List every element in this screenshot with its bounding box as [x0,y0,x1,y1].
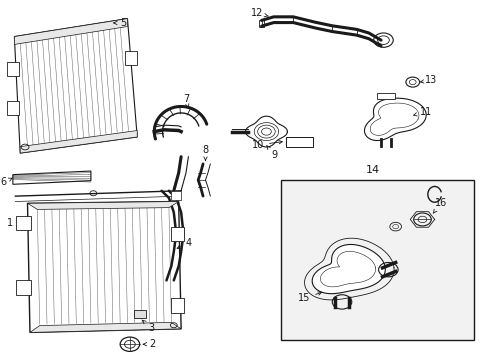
Bar [376,93,394,99]
Polygon shape [311,244,385,294]
Polygon shape [14,19,127,44]
Bar [125,51,137,65]
Bar [134,310,145,318]
Text: 13: 13 [420,75,436,85]
Bar [285,136,312,147]
Text: 10: 10 [251,140,282,150]
Text: 7: 7 [183,94,189,108]
Text: 9: 9 [266,145,277,160]
Text: 5: 5 [114,18,126,28]
Bar [16,280,31,295]
Bar [281,180,473,339]
Text: 3: 3 [142,320,154,333]
Polygon shape [364,98,426,140]
Text: 8: 8 [202,145,208,161]
Bar [171,191,181,200]
Text: 2: 2 [143,339,155,349]
Bar [16,216,31,230]
Polygon shape [27,202,178,210]
Text: 4: 4 [177,238,192,248]
Polygon shape [20,131,137,153]
Text: 15: 15 [297,292,321,303]
Bar [6,101,19,116]
Text: 11: 11 [413,107,431,117]
Text: 14: 14 [365,165,379,175]
Text: 1: 1 [7,218,29,228]
Bar [171,298,183,313]
Bar [171,226,183,241]
Polygon shape [30,322,181,332]
Text: 6: 6 [0,177,12,187]
Bar [6,62,19,76]
Text: 16: 16 [432,198,446,213]
Text: 12: 12 [250,8,268,18]
Bar [259,20,264,27]
